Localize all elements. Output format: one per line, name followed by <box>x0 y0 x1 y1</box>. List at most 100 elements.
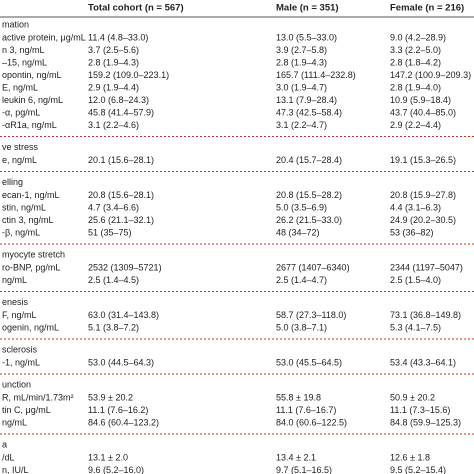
row-label: ogenin, ng/mL <box>2 322 59 332</box>
cell: 84.8 (59.9–125.3) <box>390 417 461 427</box>
cell: 53.0 (44.5–64.3) <box>88 357 154 367</box>
section-title: elling <box>2 177 23 187</box>
cell: 20.8 (15.6–28.1) <box>88 190 154 200</box>
row-label: ecan-1, ng/mL <box>2 190 60 200</box>
cell: 2344 (1197–5047) <box>390 262 463 272</box>
cell: 10.9 (5.9–18.4) <box>390 95 451 105</box>
cell: 13.1 ± 2.0 <box>88 452 128 462</box>
cell: 9.0 (4.2–28.9) <box>390 32 446 42</box>
row-label: e, ng/mL <box>2 155 37 165</box>
column-header: Female (n = 216) <box>390 3 464 14</box>
row-label: /dL <box>2 452 15 462</box>
row-label: -1, ng/mL <box>2 357 40 367</box>
cell: 5.0 (3.8–7.1) <box>276 322 327 332</box>
cell: 3.9 (2.7–5.8) <box>276 45 327 55</box>
cell: 3.1 (2.2–4.7) <box>276 120 327 130</box>
cell: 53.0 (45.5–64.5) <box>276 357 342 367</box>
cell: 2677 (1407–6340) <box>276 262 350 272</box>
section-title: enesis <box>2 297 29 307</box>
cell: 4.4 (3.1–6.3) <box>390 202 441 212</box>
row-label: R, mL/min/1.73m² <box>2 392 74 402</box>
cell: 2.5 (1.4–4.5) <box>88 275 139 285</box>
row-label: F, ng/mL <box>2 310 37 320</box>
cell: 2.9 (1.9–4.4) <box>88 82 139 92</box>
cell: 53.4 (43.3–64.1) <box>390 357 456 367</box>
cell: 3.1 (2.2–4.6) <box>88 120 139 130</box>
cell: 13.1 (7.9–28.4) <box>276 95 337 105</box>
cell: 3.3 (2.2–5.0) <box>390 45 441 55</box>
row-label: n, IU/L <box>2 465 29 474</box>
cell: 20.8 (15.5–28.2) <box>276 190 342 200</box>
cell: 159.2 (109.0–223.1) <box>88 70 169 80</box>
cell: 53.9 ± 20.2 <box>88 392 133 402</box>
row-label: opontin, ng/mL <box>2 70 62 80</box>
section-title: mation <box>2 19 29 29</box>
cell: 24.9 (20.2–30.5) <box>390 215 456 225</box>
row-label: E, ng/mL <box>2 82 38 92</box>
cell: 45.8 (41.4–57.9) <box>88 107 154 117</box>
row-label: -β, ng/mL <box>2 227 40 237</box>
row-label: -α, pg/mL <box>2 107 40 117</box>
cell: 3.0 (1.9–4.7) <box>276 82 327 92</box>
cell: 25.6 (21.1–32.1) <box>88 215 154 225</box>
cell: 48 (34–72) <box>276 227 320 237</box>
cell: 11.1 (7.6–16.2) <box>88 405 148 415</box>
cell: 26.2 (21.5–33.0) <box>276 215 342 225</box>
cell: 53 (36–82) <box>390 227 434 237</box>
cell: 3.7 (2.5–5.6) <box>88 45 139 55</box>
row-label: tin C, μg/mL <box>2 405 51 415</box>
cell: 20.8 (15.9–27.8) <box>390 190 456 200</box>
cell: 2.8 (1.9–4.0) <box>390 82 441 92</box>
row-label: active protein, μg/mL <box>2 32 86 42</box>
cell: 147.2 (100.9–209.3) <box>390 70 471 80</box>
cell: 58.7 (27.3–118.0) <box>276 310 346 320</box>
cell: 11.1 (7.6–16.7) <box>276 405 336 415</box>
cell: 84.0 (60.6–122.5) <box>276 417 347 427</box>
section-title: a <box>2 439 7 449</box>
cell: 4.7 (3.4–6.6) <box>88 202 139 212</box>
cell: 2532 (1309–5721) <box>88 262 162 272</box>
cell: 11.4 (4.8–33.0) <box>88 32 148 42</box>
section-title: myocyte stretch <box>2 249 65 259</box>
cell: 55.8 ± 19.8 <box>276 392 321 402</box>
cell: 20.1 (15.6–28.1) <box>88 155 154 165</box>
cell: 50.9 ± 20.2 <box>390 392 435 402</box>
row-label: n 3, ng/mL <box>2 45 45 55</box>
cell: 43.7 (40.4–85.0) <box>390 107 456 117</box>
row-label: -αR1a, ng/mL <box>2 120 57 130</box>
row-label: leukin 6, ng/mL <box>2 95 63 105</box>
cell: 5.1 (3.8–7.2) <box>88 322 139 332</box>
cell: 73.1 (36.8–149.8) <box>390 310 461 320</box>
cell: 63.0 (31.4–143.8) <box>88 310 159 320</box>
row-label: ro-BNP, pg/mL <box>2 262 60 272</box>
column-header: Male (n = 351) <box>276 3 339 14</box>
cell: 47.3 (42.5–58.4) <box>276 107 342 117</box>
cell: 2.5 (1.5–4.0) <box>390 275 441 285</box>
cell: 84.6 (60.4–123.2) <box>88 417 159 427</box>
row-label: ctin 3, ng/mL <box>2 215 54 225</box>
cell: 13.4 ± 2.1 <box>276 452 316 462</box>
cell: 2.8 (1.8–4.2) <box>390 57 441 67</box>
cell: 2.8 (1.9–4.3) <box>276 57 327 67</box>
cell: 2.9 (2.2–4.4) <box>390 120 441 130</box>
cell: 9.7 (5.1–16.5) <box>276 465 332 474</box>
section-title: unction <box>2 379 31 389</box>
section-title: ve stress <box>2 142 39 152</box>
cell: 13.0 (5.5–33.0) <box>276 32 337 42</box>
cell: 20.4 (15.7–28.4) <box>276 155 342 165</box>
cell: 9.5 (5.2–15.4) <box>390 465 446 474</box>
cell: 9.6 (5.2–16.0) <box>88 465 144 474</box>
cell: 2.8 (1.9–4.3) <box>88 57 139 67</box>
cell: 165.7 (111.4–232.8) <box>276 70 356 80</box>
cell: 2.5 (1.4–4.7) <box>276 275 327 285</box>
row-label: ng/mL <box>2 417 27 427</box>
cell: 5.3 (4.1–7.5) <box>390 322 441 332</box>
row-label: –15, ng/mL <box>2 57 47 67</box>
cell: 19.1 (15.3–26.5) <box>390 155 456 165</box>
section-title: sclerosis <box>2 344 38 354</box>
cell: 12.0 (6.8–24.3) <box>88 95 149 105</box>
cell: 12.6 ± 1.8 <box>390 452 430 462</box>
row-label: stin, ng/mL <box>2 202 46 212</box>
